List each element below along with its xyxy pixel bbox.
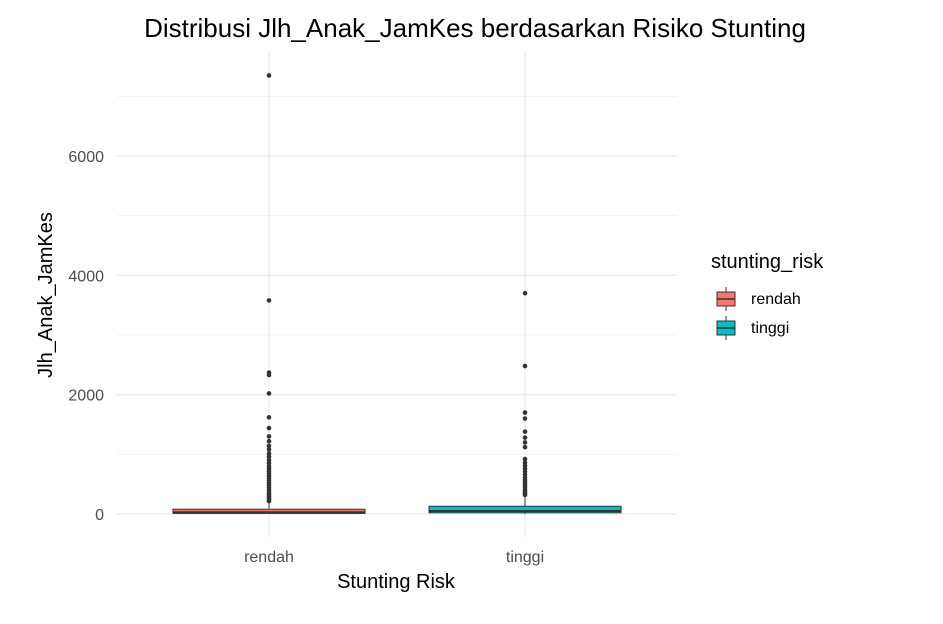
outlier-point: [522, 456, 528, 462]
outlier-point: [522, 290, 528, 296]
x-tick-label: rendah: [244, 549, 294, 566]
legend-label: rendah: [751, 291, 801, 308]
y-tick-label: 4000: [68, 268, 104, 285]
legend: stunting_risk rendah tinggi: [711, 251, 824, 340]
box-rendah: [172, 73, 366, 514]
outlier-point: [266, 391, 272, 396]
outlier-point: [266, 298, 272, 303]
y-axis-title: Jlh_Anak_JamKes: [35, 212, 57, 378]
boxplot-series: [172, 73, 622, 514]
outlier-point: [266, 415, 272, 420]
outlier-point: [522, 416, 528, 421]
x-axis-ticks: rendah tinggi: [244, 549, 544, 566]
outlier-point: [266, 498, 272, 504]
outlier-point: [522, 363, 528, 369]
y-tick-label: 0: [95, 507, 104, 524]
legend-label: tinggi: [751, 320, 789, 337]
box-tinggi: [428, 290, 622, 514]
outlier-point: [266, 372, 272, 378]
chart-title: Distribusi Jlh_Anak_JamKes berdasarkan R…: [144, 13, 806, 43]
outlier-point: [522, 440, 528, 445]
outlier-point: [266, 73, 272, 78]
panel-grid: [117, 52, 677, 537]
outlier-point: [522, 410, 528, 415]
y-tick-label: 6000: [68, 149, 104, 166]
legend-item-rendah: rendah: [716, 287, 801, 311]
legend-title: stunting_risk: [711, 251, 824, 273]
outlier-point: [266, 438, 272, 444]
y-axis-ticks: 0 2000 4000 6000: [68, 149, 104, 524]
x-tick-label: tinggi: [506, 549, 544, 566]
outlier-point: [522, 429, 528, 434]
y-tick-label: 2000: [68, 388, 104, 405]
legend-item-tinggi: tinggi: [716, 316, 789, 340]
outlier-point: [522, 444, 528, 450]
outlier-point: [266, 425, 272, 431]
outlier-point: [522, 492, 528, 498]
x-axis-title: Stunting Risk: [337, 571, 456, 593]
outlier-point: [266, 454, 272, 460]
outlier-point: [266, 447, 272, 452]
outlier-point: [522, 435, 528, 440]
box-iqr: [428, 505, 622, 514]
outlier-point: [266, 434, 272, 439]
outlier-point: [266, 443, 272, 449]
